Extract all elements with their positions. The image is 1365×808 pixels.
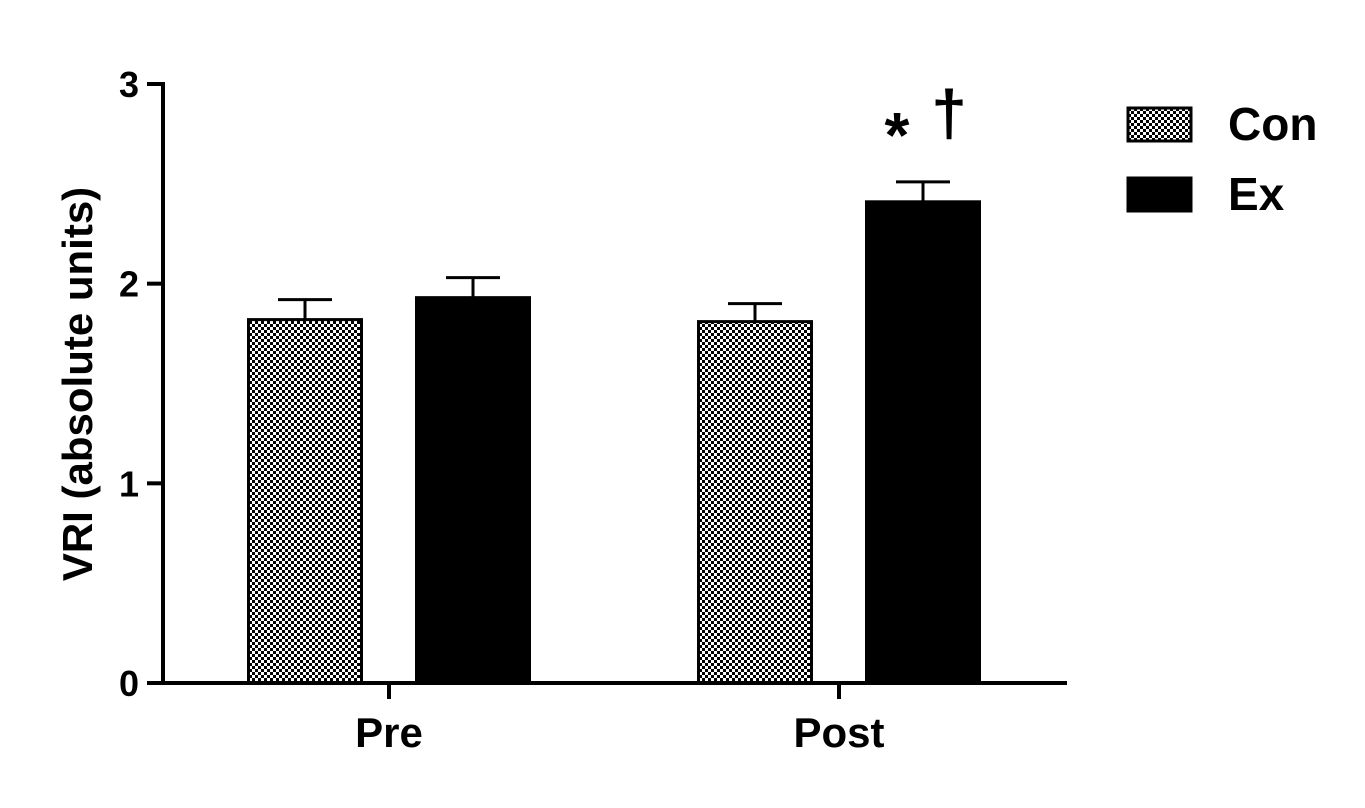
bar-con-pre	[247, 318, 363, 685]
bar-ex-post	[865, 200, 981, 685]
x-ticks: Pre Post	[355, 683, 885, 756]
legend-label-con: Con	[1228, 98, 1317, 150]
legend: Con Ex	[1126, 98, 1317, 220]
y-axis-label: VRI (absolute units)	[54, 187, 101, 581]
y-tick-label: 0	[119, 663, 139, 704]
y-tick-label: 2	[119, 264, 139, 305]
significance-asterisk: *	[885, 99, 910, 171]
legend-swatch-con	[1126, 106, 1193, 143]
x-category-label: Post	[793, 709, 884, 756]
legend-label-ex: Ex	[1228, 168, 1285, 220]
y-tick-label: 3	[119, 64, 139, 105]
annotations: * †	[885, 77, 967, 171]
error-bars-layer	[278, 180, 950, 322]
x-category-label: Pre	[355, 709, 423, 756]
bar-ex-pre	[415, 296, 531, 685]
bar-con-post	[697, 320, 813, 685]
bars-layer	[247, 200, 981, 685]
significance-dagger: †	[931, 77, 967, 149]
legend-swatch-ex	[1126, 176, 1193, 213]
y-ticks: 0 1 2 3	[119, 64, 163, 704]
y-tick-label: 1	[119, 463, 139, 504]
